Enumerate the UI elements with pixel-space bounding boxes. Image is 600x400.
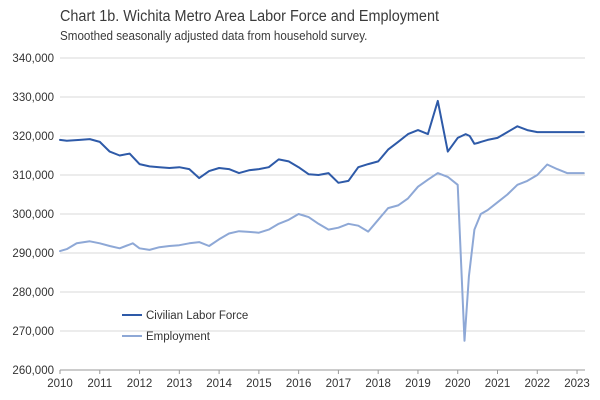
x-tick-label: 2023	[564, 378, 590, 390]
legend-label: Civilian Labor Force	[146, 310, 248, 322]
chart-subtitle: Smoothed seasonally adjusted data from h…	[60, 29, 368, 43]
x-tick-label: 2011	[87, 378, 112, 390]
x-tick-label: 2015	[246, 378, 272, 390]
y-tick-label: 310,000	[12, 170, 54, 182]
legend: Civilian Labor Force Employment	[122, 310, 248, 343]
legend-label: Employment	[146, 331, 211, 343]
y-axis-ticks: 260,000 270,000 280,000 290,000 300,000 310,0…	[12, 53, 54, 377]
y-tick-label: 320,000	[12, 131, 54, 143]
y-tick-label: 270,000	[12, 326, 54, 338]
y-tick-label: 300,000	[12, 209, 54, 221]
y-tick-label: 260,000	[12, 365, 54, 377]
y-tick-label: 340,000	[12, 53, 54, 65]
x-tick-label: 2022	[524, 378, 550, 390]
series-line-civilian-labor-force	[59, 99, 585, 184]
gridlines	[60, 57, 585, 332]
chart-title: Chart 1b. Wichita Metro Area Labor Force…	[60, 8, 439, 25]
y-tick-label: 290,000	[12, 248, 54, 260]
x-tick-label: 2013	[167, 378, 193, 390]
x-axis: 2010 2011 2012 2013 2014 2015 2016 2017 2018 2019…	[47, 369, 590, 390]
x-tick-label: 2019	[405, 378, 431, 390]
x-tick-label: 2017	[326, 378, 352, 390]
x-tick-label: 2014	[206, 378, 232, 390]
x-tick-label: 2018	[365, 378, 391, 390]
series-line-employment	[59, 163, 585, 342]
x-tick-label: 2021	[485, 378, 511, 390]
y-tick-label: 330,000	[12, 92, 54, 104]
series-lines	[59, 99, 585, 342]
y-tick-label: 280,000	[12, 287, 54, 299]
x-tick-label: 2010	[47, 378, 73, 390]
x-tick-label: 2012	[127, 378, 153, 390]
x-tick-label: 2020	[445, 378, 471, 390]
x-tick-label: 2016	[286, 378, 312, 390]
